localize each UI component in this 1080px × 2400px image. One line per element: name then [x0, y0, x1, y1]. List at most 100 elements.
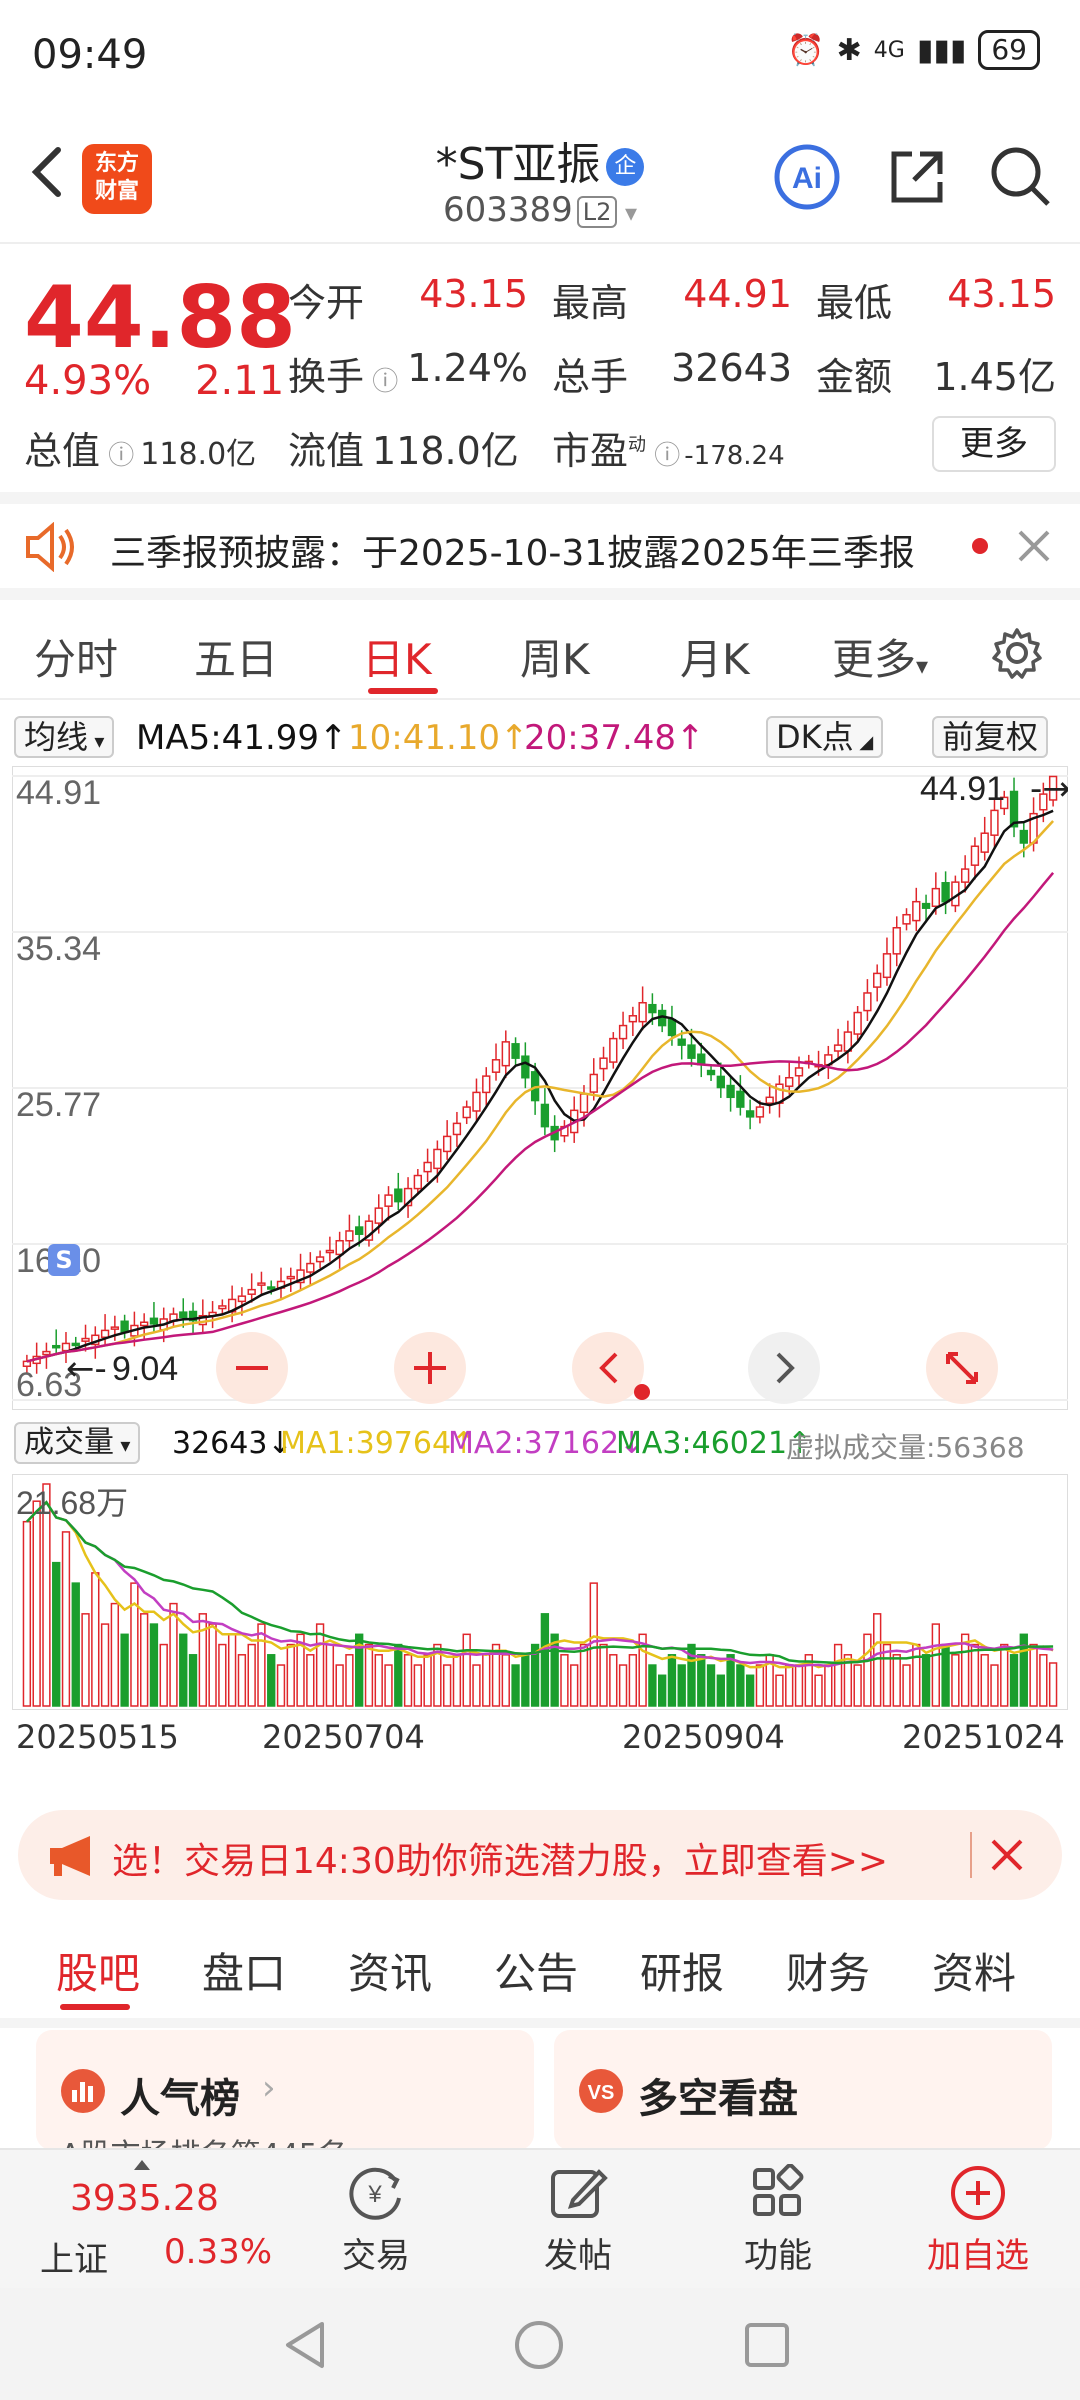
volume-bar — [638, 1633, 647, 1707]
volume-bar — [247, 1643, 256, 1707]
nav-functions-label: 功能 — [744, 2236, 812, 2276]
tab-profile[interactable]: 资料 — [932, 1949, 1017, 1998]
zoom-in-button[interactable] — [394, 1332, 466, 1404]
system-home-icon[interactable] — [514, 2320, 564, 2370]
fullscreen-button[interactable] — [926, 1332, 998, 1404]
zoom-out-button[interactable] — [216, 1332, 288, 1404]
adjust-button[interactable]: 前复权 — [932, 716, 1049, 758]
volume-bar — [902, 1664, 911, 1707]
close-icon[interactable] — [1016, 528, 1052, 564]
tab-intraday[interactable]: 分时 — [34, 635, 119, 684]
volume-indicator-select[interactable]: 成交量 ▾ — [14, 1422, 141, 1464]
popularity-card[interactable]: 人气榜 › A股市场排名第445名 — [36, 2030, 534, 2173]
volume-bar — [227, 1633, 237, 1707]
notice-bar[interactable]: 三季报预披露：于2025-10-31披露2025年三季报 — [0, 504, 1080, 588]
info-icon[interactable]: ⓘ — [364, 367, 399, 397]
stock-code[interactable]: 603389 L2 ▾ — [0, 190, 1080, 230]
nav-post[interactable]: 发帖 — [508, 2164, 648, 2277]
low-marker-label: 9.04 — [112, 1350, 178, 1388]
candle-body — [716, 1075, 725, 1089]
close-icon[interactable] — [990, 1838, 1024, 1872]
more-button[interactable]: 更多 — [932, 416, 1056, 472]
chart-toolbar: 均线 ▾ MA5:41.99↑ 10:41.10↑ 20:37.48↑ DK点 … — [0, 712, 1080, 762]
bull-bear-card[interactable]: VS 多空看盘 — [554, 2030, 1052, 2150]
y-tick-label: 25.77 — [16, 1086, 101, 1124]
volume-bar — [589, 1582, 598, 1707]
tab-orderbook[interactable]: 盘口 — [202, 1949, 287, 1998]
candle-body — [100, 1329, 110, 1338]
volume-bar — [687, 1643, 696, 1707]
expand-arrow-icon[interactable] — [134, 2160, 150, 2170]
candle-body — [873, 972, 882, 988]
candle-body — [267, 1286, 276, 1290]
nav-add-watchlist[interactable]: 加自选 — [908, 2164, 1048, 2277]
tab-monthly-k[interactable]: 月K — [680, 635, 750, 684]
bottom-nav: 3935.28 上证 0.33% ¥ 交易 发帖 功能 加自选 — [0, 2148, 1080, 2288]
volume-bar — [433, 1643, 442, 1707]
candle-body — [785, 1076, 794, 1087]
ma10-legend: 10:41.10↑ — [348, 718, 529, 758]
info-icon[interactable]: ⓘ — [100, 441, 135, 471]
system-recents-icon[interactable] — [744, 2322, 790, 2368]
promo-banner[interactable]: 选！交易日14:30助你筛选潜力股，立即查看>> — [18, 1810, 1062, 1900]
volume-bar — [560, 1654, 569, 1707]
volume-frame — [12, 1474, 1068, 1710]
volume-indicator-label: 成交量 — [24, 1425, 114, 1460]
volume-bar — [325, 1643, 335, 1707]
chevron-right-icon: › — [262, 2068, 276, 2108]
nav-functions[interactable]: 功能 — [708, 2164, 848, 2277]
status-time: 09:49 — [32, 32, 148, 78]
high-value: 44.91 — [683, 272, 792, 316]
index-value[interactable]: 3935.28 — [70, 2178, 219, 2219]
nav-trade[interactable]: ¥ 交易 — [306, 2164, 446, 2277]
status-icons: ⏰ ✱ 4G ▮▮▮ 69 — [787, 30, 1040, 70]
open-row: 今开 43.15 — [288, 272, 528, 327]
volume-bar — [579, 1643, 589, 1707]
tab-news[interactable]: 资讯 — [348, 1949, 433, 1998]
share-icon[interactable] — [882, 142, 952, 212]
tab-more[interactable]: 更多▾ — [832, 626, 928, 687]
ma-type-select[interactable]: 均线 ▾ — [14, 716, 115, 758]
candle-body — [179, 1311, 188, 1319]
nav-trade-label: 交易 — [342, 2236, 410, 2276]
volume-bar — [71, 1582, 80, 1707]
volume-bar — [853, 1664, 862, 1707]
volume-bar — [599, 1643, 608, 1707]
ai-assistant-icon[interactable]: Ai — [772, 142, 842, 212]
volume-bar — [921, 1654, 931, 1707]
volume-bar — [130, 1582, 139, 1707]
tab-five-day[interactable]: 五日 — [194, 635, 279, 684]
float-value: 118.0亿 — [372, 429, 519, 473]
scroll-right-button[interactable] — [748, 1332, 820, 1404]
divider — [0, 492, 1080, 504]
change-percent: 4.93% — [24, 358, 152, 404]
tab-daily-k[interactable]: 日K — [362, 635, 432, 684]
volume-bar — [970, 1643, 980, 1707]
tab-financials[interactable]: 财务 — [786, 1949, 871, 1998]
signal-icon: 4G — [873, 37, 905, 63]
tab-research[interactable]: 研报 — [640, 1949, 725, 1998]
scroll-left-button[interactable] — [572, 1332, 650, 1404]
volume-bar — [1039, 1654, 1048, 1707]
s-marker-icon[interactable]: S — [48, 1244, 80, 1276]
candle-body — [139, 1321, 149, 1327]
system-back-icon[interactable] — [282, 2320, 330, 2370]
back-arrow-icon[interactable] — [20, 142, 80, 202]
volume-bar — [257, 1623, 266, 1707]
index-change[interactable]: 0.33% — [164, 2232, 273, 2272]
volume-bar — [149, 1623, 159, 1707]
volume-bar — [208, 1623, 217, 1707]
tab-weekly-k[interactable]: 周K — [520, 635, 590, 684]
volume-chart[interactable]: 21.68万 — [12, 1474, 1068, 1710]
info-icon[interactable]: ⓘ — [646, 441, 681, 471]
dk-point-button[interactable]: DK点 ◢ — [766, 716, 884, 758]
index-name[interactable]: 上证 — [40, 2240, 108, 2280]
settings-gear-icon[interactable] — [990, 626, 1044, 680]
amount-value: 1.45亿 — [933, 355, 1056, 399]
volume-bar — [159, 1643, 168, 1707]
tab-forum[interactable]: 股吧 — [56, 1949, 141, 1998]
tab-announcements[interactable]: 公告 — [494, 1949, 579, 1998]
search-icon[interactable] — [986, 142, 1056, 212]
high-marker-label: 44.91 — [920, 770, 1005, 808]
